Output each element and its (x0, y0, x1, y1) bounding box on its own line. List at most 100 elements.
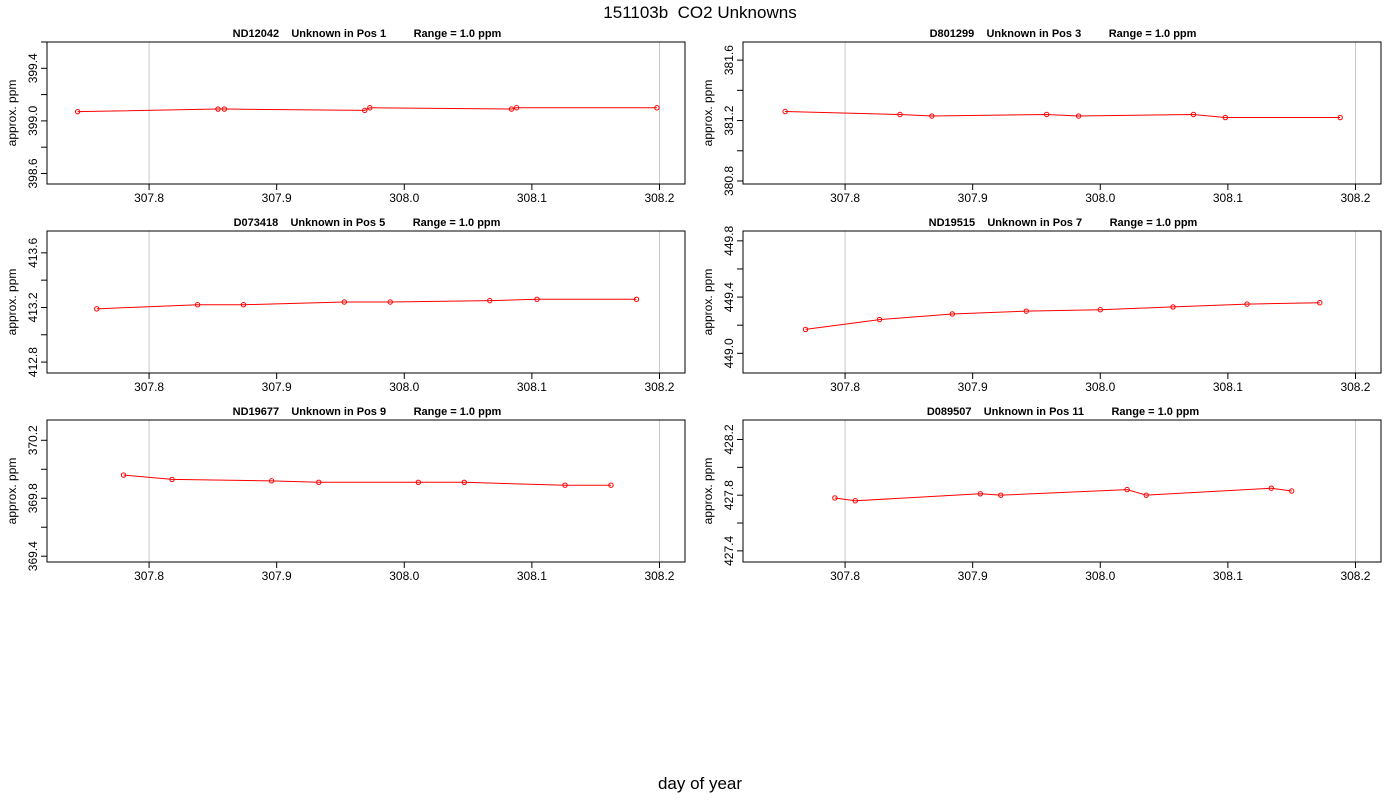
series-line (123, 474, 611, 486)
y-tick-label: 369.8 (26, 483, 40, 513)
y-tick-label: 413.2 (26, 292, 40, 322)
data-point (487, 297, 493, 304)
panel-title: ND19677 Unknown in Pos 9 Range = 1.0 ppm (233, 406, 502, 418)
data-point (1097, 307, 1103, 313)
x-tick-label: 307.9 (958, 191, 988, 205)
y-tick-label: 399.4 (26, 53, 40, 83)
x-tick-label: 307.8 (830, 191, 860, 205)
data-point (1222, 114, 1229, 121)
chart-panel-3: D073418 Unknown in Pos 5 Range = 1.0 ppm… (5, 217, 686, 394)
x-tick-label: 308.1 (1213, 569, 1243, 583)
panel-title: D801299 Unknown in Pos 3 Range = 1.0 ppm (930, 28, 1197, 40)
panel-title: D073418 Unknown in Pos 5 Range = 1.0 ppm (234, 217, 501, 229)
series-line (834, 487, 1292, 502)
chart-panel-6: D089507 Unknown in Pos 11 Range = 1.0 pp… (701, 406, 1382, 583)
data-point (1043, 111, 1050, 118)
data-point (508, 106, 515, 112)
data-point (1317, 300, 1323, 306)
y-tick-label: 381.6 (722, 45, 736, 75)
data-point (461, 479, 467, 486)
data-point (1268, 485, 1274, 491)
series-line (96, 298, 637, 310)
data-point (897, 111, 903, 118)
y-tick-label: 427.8 (722, 480, 736, 510)
data-point (120, 472, 127, 478)
data-point (949, 311, 955, 317)
plot-frame (46, 230, 686, 374)
data-point (1124, 486, 1130, 493)
y-tick-label: 449.4 (722, 282, 736, 312)
data-point (562, 482, 568, 488)
data-point (1170, 304, 1176, 310)
x-tick-label: 307.8 (830, 380, 860, 394)
data-point (240, 302, 247, 308)
x-tick-label: 308.0 (389, 569, 419, 583)
x-tick-label: 307.9 (262, 380, 292, 394)
data-point (998, 492, 1004, 498)
y-tick-label: 449.0 (722, 338, 736, 368)
x-tick-label: 308.2 (644, 569, 674, 583)
y-tick-label: 381.2 (722, 105, 736, 135)
plot-frame (46, 41, 686, 185)
x-tick-label: 307.9 (958, 380, 988, 394)
data-point (832, 495, 838, 501)
panel-title: ND19515 Unknown in Pos 7 Range = 1.0 ppm (929, 217, 1198, 229)
data-point (94, 306, 100, 312)
data-point (654, 105, 660, 111)
x-tick-label: 307.8 (134, 191, 164, 205)
x-tick-label: 308.0 (1085, 380, 1115, 394)
data-point (1288, 488, 1295, 494)
x-tick-label: 307.9 (262, 569, 292, 583)
data-point (169, 476, 175, 483)
data-point (415, 479, 422, 486)
data-point (534, 296, 540, 302)
series-line (77, 107, 657, 113)
data-point (782, 108, 788, 115)
x-tick-label: 308.1 (517, 191, 547, 205)
page-x-axis-label: day of year (657, 774, 743, 793)
data-point (1075, 113, 1082, 119)
x-tick-label: 307.8 (830, 569, 860, 583)
data-point (1337, 114, 1343, 121)
y-tick-label: 398.6 (26, 158, 40, 188)
chart-panel-5: ND19677 Unknown in Pos 9 Range = 1.0 ppm… (5, 406, 686, 583)
data-point (268, 478, 275, 484)
data-point (194, 302, 201, 308)
y-tick-label: 369.4 (26, 541, 40, 571)
data-point (929, 113, 935, 119)
x-tick-label: 308.0 (1085, 569, 1115, 583)
y-tick-label: 427.4 (722, 536, 736, 566)
plot-frame (742, 419, 1382, 563)
data-point (1244, 301, 1250, 307)
x-tick-label: 307.9 (958, 569, 988, 583)
plot-frame (742, 41, 1382, 185)
data-point (608, 482, 614, 488)
x-tick-label: 308.0 (389, 191, 419, 205)
y-tick-label: 428.2 (722, 424, 736, 454)
y-tick-label: 449.8 (722, 226, 736, 256)
y-tick-label: 370.2 (26, 425, 40, 455)
x-tick-label: 308.1 (1213, 380, 1243, 394)
x-tick-label: 308.2 (1340, 191, 1370, 205)
data-point (215, 106, 221, 112)
data-point (852, 498, 858, 504)
plot-frame (46, 419, 686, 563)
data-point (1190, 111, 1197, 118)
panel-title: ND12042 Unknown in Pos 1 Range = 1.0 ppm (233, 28, 502, 40)
data-point (876, 316, 883, 323)
data-point (513, 105, 520, 111)
data-point (221, 106, 228, 112)
page-title: 151103b CO2 Unknowns (603, 3, 797, 22)
y-tick-label: 413.6 (26, 238, 40, 268)
y-tick-label: 380.8 (722, 166, 736, 196)
data-point (316, 479, 322, 486)
x-tick-label: 307.9 (262, 191, 292, 205)
x-tick-label: 308.0 (1085, 191, 1115, 205)
data-point (362, 107, 368, 114)
x-tick-label: 307.8 (134, 569, 164, 583)
y-axis-label: approx. ppm (701, 458, 715, 525)
data-point (367, 105, 373, 111)
x-tick-label: 308.2 (644, 380, 674, 394)
data-point (977, 491, 984, 497)
chart-panel-1: ND12042 Unknown in Pos 1 Range = 1.0 ppm… (5, 28, 686, 205)
